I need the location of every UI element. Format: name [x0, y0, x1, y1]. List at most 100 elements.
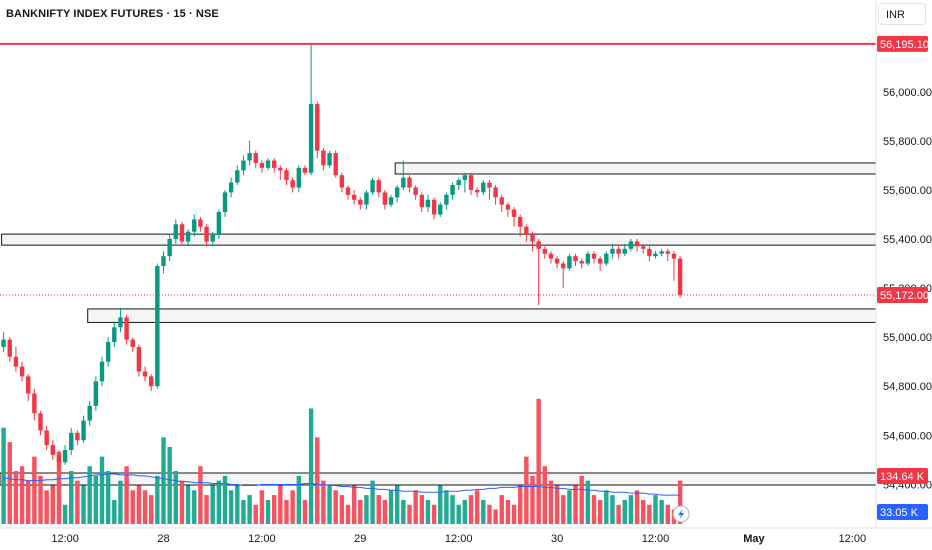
- candle-body: [401, 177, 406, 188]
- volume-bar: [105, 471, 111, 524]
- volume-bar: [124, 466, 129, 524]
- candle-body: [222, 192, 228, 213]
- volume-bar: [155, 475, 160, 524]
- candle-body: [493, 187, 498, 198]
- volume-bar: [87, 466, 92, 524]
- volume-bar: [548, 480, 554, 524]
- volume-bar: [130, 490, 135, 524]
- volume-bar: [536, 398, 541, 524]
- volume-bar: [604, 490, 609, 524]
- volume-bar: [493, 509, 498, 524]
- volume-bar: [222, 475, 228, 524]
- candle-body: [278, 167, 283, 171]
- candle-body: [567, 256, 572, 269]
- candle-body: [167, 239, 172, 257]
- y-tick-label: 56,000.00: [883, 87, 932, 99]
- candle-body: [542, 248, 547, 254]
- y-tick-label: 55,600.00: [883, 185, 932, 197]
- candle-body: [56, 454, 62, 463]
- candle-body: [204, 226, 209, 242]
- volume-bar: [561, 495, 566, 524]
- volume-bar: [302, 499, 308, 524]
- candle-body: [228, 182, 234, 193]
- volume-ma-tag: 33.05 K: [880, 507, 919, 519]
- volume-bar: [419, 495, 424, 524]
- volume-bar: [315, 437, 320, 524]
- candle-body: [431, 199, 437, 215]
- volume-bar: [616, 504, 621, 524]
- candle-body: [192, 219, 197, 232]
- volume-bar: [505, 499, 511, 524]
- x-tick-label: 12:00: [839, 533, 867, 545]
- volume-bar: [438, 485, 443, 524]
- volume-bar: [597, 499, 603, 524]
- candle-body: [284, 170, 289, 181]
- volume-bar: [296, 475, 301, 524]
- volume-bar: [395, 485, 400, 524]
- candle-body: [81, 420, 86, 441]
- volume-bar: [339, 495, 345, 524]
- candle-body: [124, 317, 129, 340]
- candle-body: [290, 180, 295, 188]
- candle-body: [149, 376, 154, 387]
- volume-bar: [62, 504, 68, 524]
- volume-bar: [401, 499, 406, 524]
- currency-selector[interactable]: INR: [878, 3, 926, 25]
- volume-bar: [210, 485, 215, 524]
- volume-bar: [358, 499, 363, 524]
- zone-1: [1, 233, 877, 246]
- x-tick-label: 28: [157, 533, 169, 545]
- price-axis[interactable]: 56,000.0055,800.0055,600.0055,400.0055,2…: [875, 0, 932, 528]
- candle-body: [591, 253, 597, 259]
- volume-bar: [1, 427, 6, 524]
- volume-bar: [634, 490, 640, 524]
- candle-body: [438, 204, 443, 215]
- replay-icon[interactable]: [672, 505, 690, 523]
- candle-body: [622, 248, 627, 254]
- volume-bar: [554, 485, 560, 524]
- candle-body: [585, 253, 591, 264]
- volume-bar: [462, 499, 468, 524]
- volume-bar: [370, 480, 375, 524]
- candle-body: [198, 219, 203, 227]
- last-price-tag: 55,172.00: [880, 290, 929, 302]
- x-tick-label: 12:00: [642, 533, 670, 545]
- volume-bar: [44, 490, 49, 524]
- candle-body: [610, 248, 615, 254]
- candle-body: [653, 253, 658, 257]
- volume-bar: [69, 471, 74, 524]
- volume-bar: [333, 490, 338, 524]
- volume-bar: [228, 490, 234, 524]
- candle-body: [628, 241, 634, 249]
- candle-body: [370, 180, 375, 193]
- candle-body: [93, 381, 99, 406]
- candle-body: [376, 180, 381, 193]
- volume-bar: [585, 480, 591, 524]
- x-tick-label: 12:00: [248, 533, 276, 545]
- volume-bar: [425, 499, 431, 524]
- time-axis[interactable]: 12:002812:002912:003012:00May12:00512:00…: [0, 527, 932, 545]
- candle-body: [155, 266, 160, 387]
- candle-body: [659, 251, 664, 254]
- volume-bar: [192, 490, 197, 524]
- volume-bar: [308, 408, 314, 524]
- volume-bar: [136, 485, 142, 524]
- candle-body: [468, 175, 474, 190]
- volume-bar: [530, 475, 535, 524]
- volume-bar: [38, 475, 43, 524]
- candle-body: [44, 430, 49, 446]
- candle-body: [118, 317, 123, 328]
- volume-bar: [179, 480, 185, 524]
- volume-tag: 134.64 K: [880, 471, 925, 483]
- zone-2: [87, 308, 877, 323]
- candle-body: [388, 197, 394, 205]
- candle-body: [87, 405, 92, 421]
- volume-ma-line: [3, 473, 681, 496]
- candle-body: [112, 327, 117, 343]
- candle-body: [413, 187, 418, 195]
- last-high-tag-bg: [877, 35, 928, 52]
- volume-bar: [628, 495, 634, 524]
- volume-bar: [351, 485, 357, 524]
- volume-layer: [1, 398, 683, 524]
